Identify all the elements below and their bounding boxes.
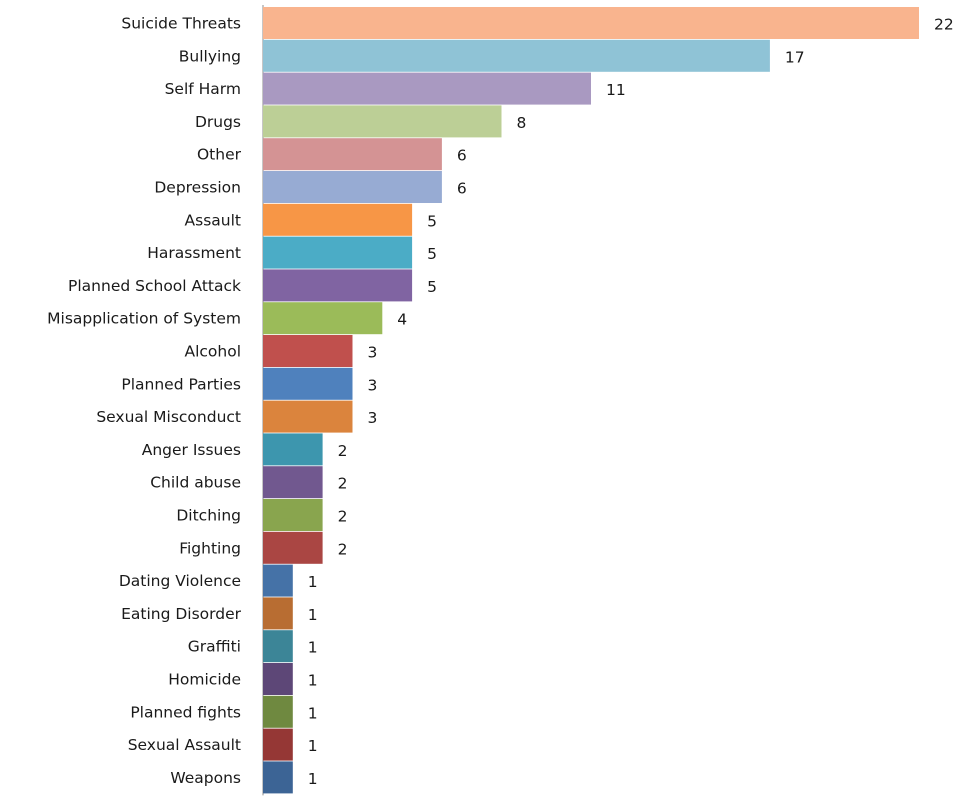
bar-16 xyxy=(263,531,323,564)
bar-13 xyxy=(263,433,323,466)
bar-9 xyxy=(263,302,383,335)
data-label-2: 11 xyxy=(606,81,626,99)
bar-8 xyxy=(263,269,413,302)
bar-3 xyxy=(263,105,502,138)
category-label-18: Eating Disorder xyxy=(121,605,242,623)
data-label-15: 2 xyxy=(338,508,348,526)
bar-2 xyxy=(263,72,591,105)
data-label-10: 3 xyxy=(368,344,378,362)
bar-19 xyxy=(263,630,293,663)
category-label-16: Fighting xyxy=(179,539,241,557)
category-label-3: Drugs xyxy=(195,113,241,131)
bar-10 xyxy=(263,335,353,367)
bar-20 xyxy=(263,663,293,695)
category-label-15: Ditching xyxy=(176,507,241,525)
data-label-0: 22 xyxy=(934,16,954,34)
category-label-13: Anger Issues xyxy=(142,441,241,459)
category-label-0: Suicide Threats xyxy=(121,15,241,33)
category-label-5: Depression xyxy=(154,179,241,197)
data-label-13: 2 xyxy=(338,442,348,460)
category-labels: Suicide Threats Bullying Self Harm Drugs Oth… xyxy=(47,15,241,787)
bar-14 xyxy=(263,466,323,499)
data-label-9: 4 xyxy=(397,311,407,329)
data-label-4: 6 xyxy=(457,147,467,165)
bar-21 xyxy=(263,695,293,728)
category-label-19: Graffiti xyxy=(188,638,241,656)
bar-1 xyxy=(263,39,770,72)
bar-18 xyxy=(263,597,293,630)
bar-11 xyxy=(263,367,353,400)
data-label-3: 8 xyxy=(517,114,527,132)
category-label-20: Homicide xyxy=(168,671,241,689)
data-label-12: 3 xyxy=(368,409,378,427)
category-label-14: Child abuse xyxy=(150,474,241,492)
category-label-17: Dating Violence xyxy=(119,572,241,590)
data-label-18: 1 xyxy=(308,606,318,624)
category-label-22: Sexual Assault xyxy=(128,736,241,754)
bar-6 xyxy=(263,203,413,236)
data-label-7: 5 xyxy=(427,245,437,263)
category-label-12: Sexual Misconduct xyxy=(96,408,241,426)
bars-group xyxy=(263,7,919,794)
data-label-21: 1 xyxy=(308,704,318,722)
data-label-11: 3 xyxy=(368,376,378,394)
data-label-6: 5 xyxy=(427,212,437,230)
data-label-22: 1 xyxy=(308,737,318,755)
bar-12 xyxy=(263,400,353,433)
data-label-8: 5 xyxy=(427,278,437,296)
bar-4 xyxy=(263,138,442,171)
data-label-16: 2 xyxy=(338,540,348,558)
category-label-10: Alcohol xyxy=(184,343,241,361)
bar-5 xyxy=(263,171,442,203)
bar-15 xyxy=(263,499,323,531)
data-label-14: 2 xyxy=(338,475,348,493)
data-label-1: 17 xyxy=(785,48,805,66)
data-label-17: 1 xyxy=(308,573,318,591)
data-label-5: 6 xyxy=(457,180,467,198)
bar-17 xyxy=(263,564,293,597)
data-label-23: 1 xyxy=(308,770,318,788)
category-label-7: Harassment xyxy=(147,244,241,262)
category-label-8: Planned School Attack xyxy=(68,277,241,295)
data-label-20: 1 xyxy=(308,672,318,690)
category-label-1: Bullying xyxy=(179,47,241,65)
category-label-2: Self Harm xyxy=(165,80,241,98)
bar-23 xyxy=(263,761,293,794)
data-label-19: 1 xyxy=(308,639,318,657)
category-label-4: Other xyxy=(197,146,242,164)
bar-0 xyxy=(263,7,919,39)
bar-22 xyxy=(263,728,293,761)
bar-7 xyxy=(263,236,413,269)
category-label-6: Assault xyxy=(185,211,241,229)
category-label-9: Misapplication of System xyxy=(47,310,241,328)
category-label-23: Weapons xyxy=(170,769,241,787)
category-label-21: Planned fights xyxy=(130,703,241,721)
category-label-11: Planned Parties xyxy=(121,375,241,393)
